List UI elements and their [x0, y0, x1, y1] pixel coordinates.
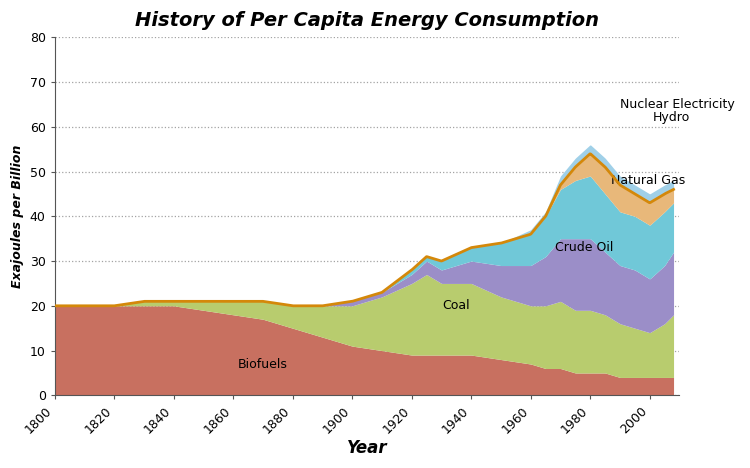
Text: Nuclear Electricity: Nuclear Electricity: [620, 98, 735, 111]
Text: Hydro: Hydro: [652, 111, 690, 124]
Text: Natural Gas: Natural Gas: [611, 174, 686, 187]
Text: Biofuels: Biofuels: [238, 358, 288, 371]
Text: Coal: Coal: [442, 300, 470, 312]
Y-axis label: Exajoules per Billion: Exajoules per Billion: [11, 145, 24, 288]
X-axis label: Year: Year: [346, 439, 388, 457]
Title: History of Per Capita Energy Consumption: History of Per Capita Energy Consumption: [135, 11, 599, 30]
Text: Crude Oil: Crude Oil: [555, 241, 614, 254]
